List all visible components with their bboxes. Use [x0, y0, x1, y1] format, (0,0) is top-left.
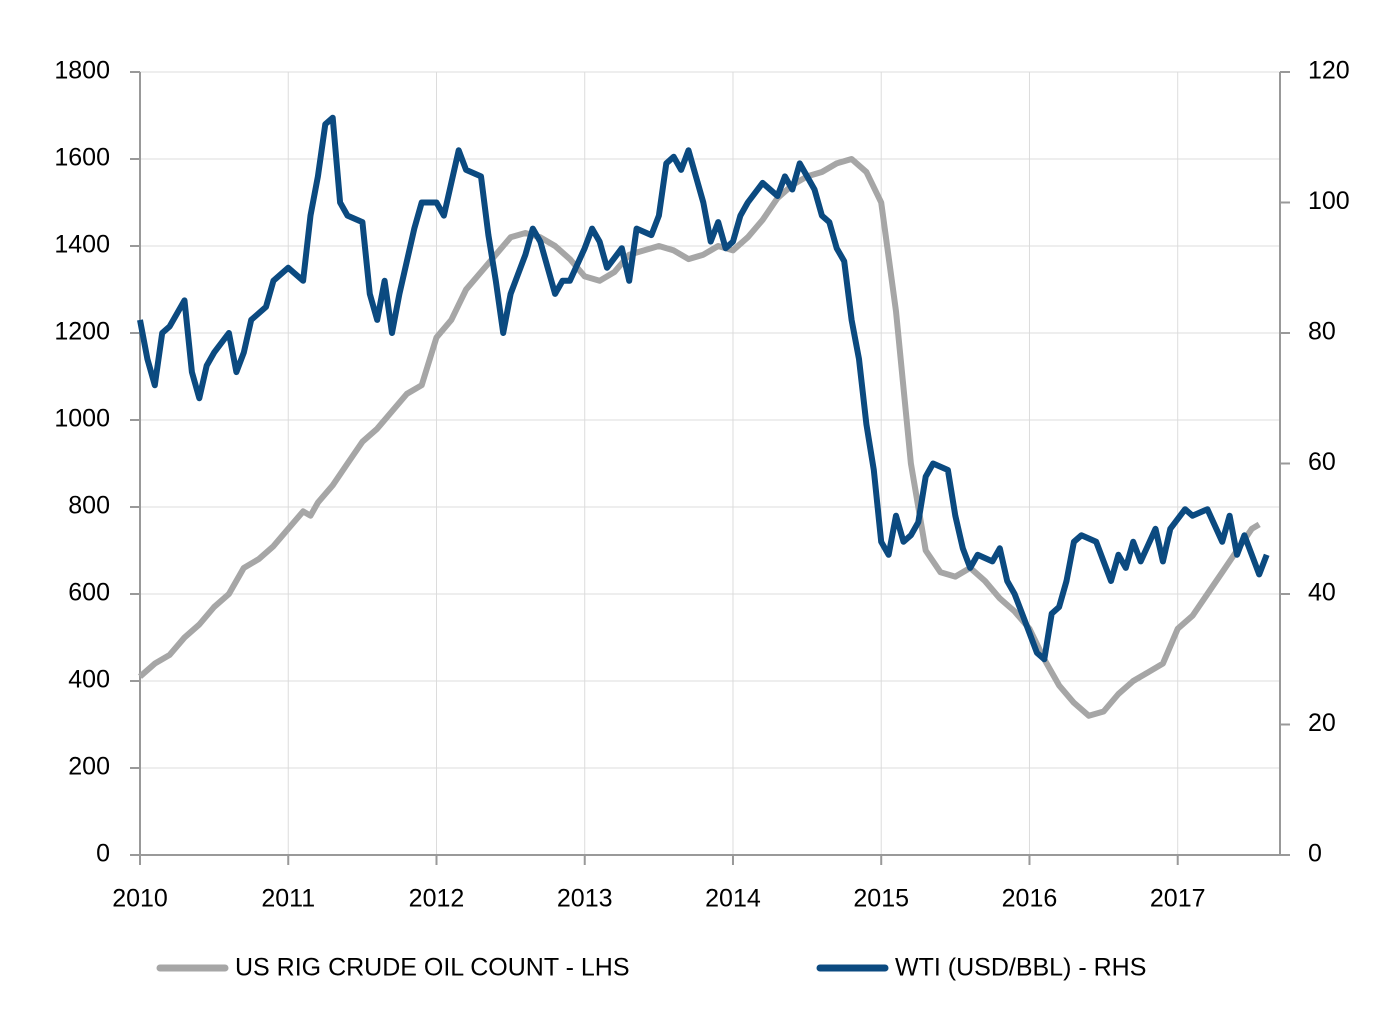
y-tick-label: 1600 [54, 144, 110, 172]
y-tick-label: 600 [68, 579, 110, 607]
series-line [138, 156, 1261, 719]
y-tick-label: 400 [68, 666, 110, 694]
x-tick-label: 2013 [557, 885, 613, 913]
x-tick-label: 2011 [261, 885, 315, 913]
legend-label: WTI (USD/BBL) - RHS [895, 954, 1146, 982]
y2-tick-label: 60 [1308, 448, 1336, 476]
x-tick-label: 2015 [853, 885, 909, 913]
series-line [137, 114, 1270, 663]
x-tick-label: 2010 [112, 885, 168, 913]
y2-tick-label: 40 [1308, 579, 1336, 607]
y2-tick-label: 100 [1308, 187, 1350, 215]
x-tick-label: 2012 [409, 885, 465, 913]
x-tick-label: 2016 [1002, 885, 1058, 913]
legend-label: US RIG CRUDE OIL COUNT - LHS [235, 954, 630, 982]
y-tick-label: 200 [68, 753, 110, 781]
y-tick-label: 800 [68, 492, 110, 520]
x-tick-label: 2017 [1150, 885, 1206, 913]
y-tick-label: 1800 [54, 57, 110, 85]
y2-tick-label: 120 [1308, 57, 1350, 85]
y-tick-label: 1200 [54, 318, 110, 346]
y2-tick-label: 0 [1308, 840, 1322, 868]
y-tick-label: 1400 [54, 231, 110, 259]
y2-tick-label: 20 [1308, 709, 1336, 737]
y-tick-label: 1000 [54, 405, 110, 433]
y2-tick-label: 80 [1308, 318, 1336, 346]
y-tick-label: 0 [96, 840, 110, 868]
x-tick-label: 2014 [705, 885, 761, 913]
